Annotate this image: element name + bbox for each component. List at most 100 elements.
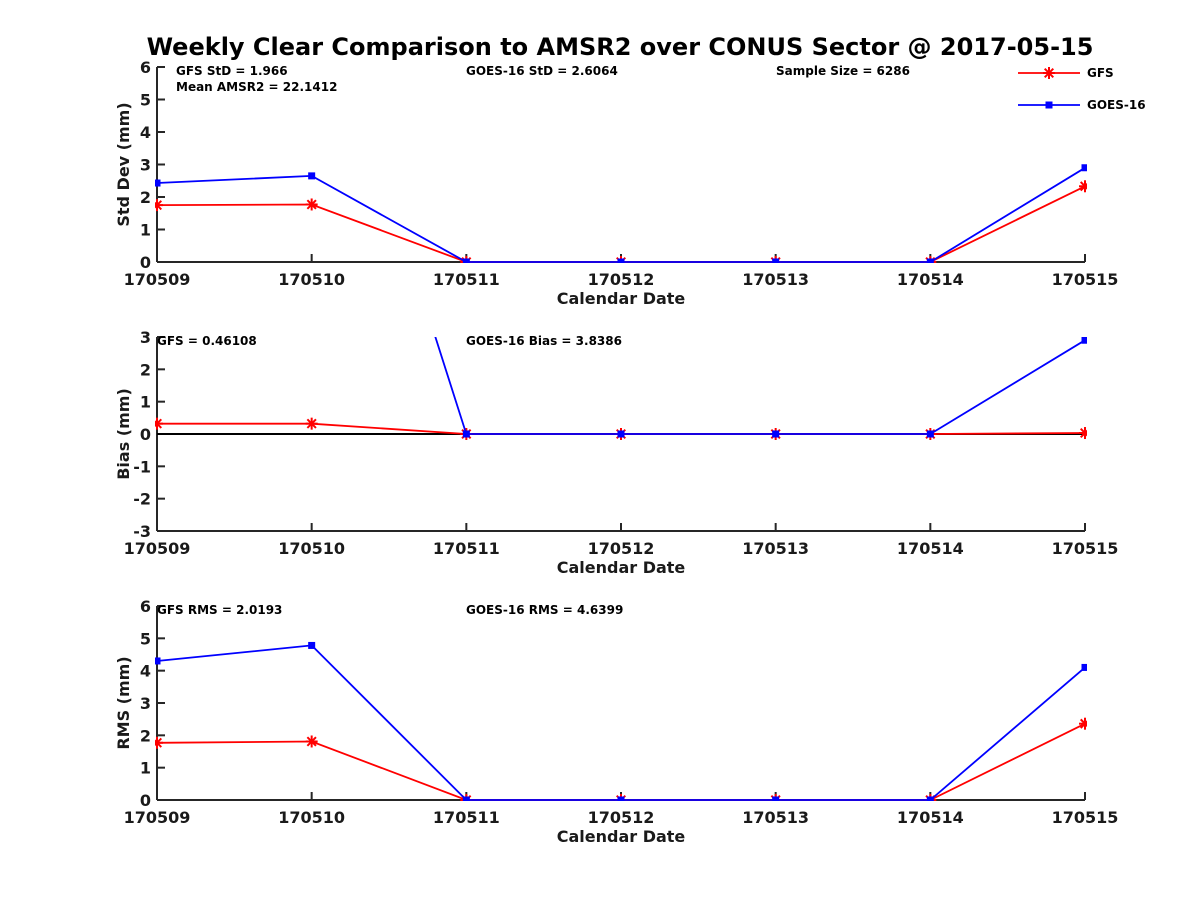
data-point [462,258,470,263]
data-point [926,796,934,801]
x-tick-label: 170511 [433,808,500,827]
x-tick-label: 170513 [742,808,809,827]
stat-annotation: GOES-16 RMS = 4.6399 [466,603,623,617]
data-point [1079,180,1087,193]
panels: 0 1 2 3 4 5 6 170509 170510 170511 170512 170513 170… [114,58,1119,846]
x-tick-label: 170511 [433,270,500,289]
y-tick-label: 5 [140,629,151,648]
series-line [434,337,1086,435]
series-goes-16 [155,164,1087,263]
x-tick-label: 170514 [897,539,964,558]
y-tick-label: 4 [140,662,151,681]
y-tick-label: 2 [140,188,151,207]
data-point [617,258,625,263]
data-point [926,258,934,263]
data-point [1079,427,1087,440]
y-tick-label: 2 [140,360,151,379]
panel-3: 0 1 2 3 4 5 6 170509 170510 170511 170512 170513 170… [114,597,1118,846]
x-tick-label: 170514 [897,808,964,827]
stat-annotation: Mean AMSR2 = 22.1412 [176,80,337,94]
y-tick-label: 6 [140,58,151,77]
y-axis-label: RMS (mm) [114,656,133,749]
data-point [462,430,470,438]
stat-annotation: GFS StD = 1.966 [176,64,288,78]
x-tick-label: 170512 [588,808,655,827]
data-point [772,258,780,263]
legend-item-gfs: GFS [1018,66,1114,80]
x-tick-label: 170513 [742,539,809,558]
x-tick-label: 170514 [897,270,964,289]
series-line [156,722,1086,801]
data-point [308,641,316,649]
x-axis-label: Calendar Date [557,289,686,308]
x-tick-label: 170510 [278,270,345,289]
y-tick-label: 2 [140,726,151,745]
x-tick-label: 170511 [433,539,500,558]
y-axis-label: Bias (mm) [114,388,133,480]
x-tick-label: 170509 [124,539,191,558]
x-tick-label: 170512 [588,539,655,558]
legend: GFS GOES-16 [1018,66,1146,112]
data-point [772,430,780,438]
x-tick-label: 170509 [124,270,191,289]
x-axis-label: Calendar Date [557,558,686,577]
x-axis-label: Calendar Date [557,827,686,846]
series-line [156,167,1086,263]
data-point [305,198,318,211]
legend-marker [1043,67,1055,79]
y-tick-label: 1 [140,393,151,412]
y-tick-label: 6 [140,597,151,616]
x-tick-label: 170510 [278,808,345,827]
data-point [462,796,470,801]
series-goes-16 [155,641,1087,801]
data-point [772,796,780,801]
panel-2: -3 -2 -1 0 1 2 3 170509 170510 170511 170512 170513… [114,328,1119,577]
x-tick-label: 170510 [278,539,345,558]
y-tick-label: 0 [140,253,151,272]
data-point [305,417,318,430]
y-tick-label: -3 [133,522,151,541]
stat-annotation: GOES-16 Bias = 3.8386 [466,334,622,348]
x-tick-label: 170515 [1052,808,1119,827]
y-tick-label: -1 [133,457,151,476]
data-point [617,796,625,801]
legend-marker [1045,101,1053,109]
data-point [155,199,163,212]
data-point [155,736,163,749]
chart-title: Weekly Clear Comparison to AMSR2 over CO… [147,33,1094,61]
legend-label: GOES-16 [1087,98,1146,112]
stat-annotation: GOES-16 StD = 2.6064 [466,64,618,78]
data-point [1081,164,1087,172]
x-tick-label: 170509 [124,808,191,827]
panel-1: 0 1 2 3 4 5 6 170509 170510 170511 170512 170513 170… [114,58,1118,308]
data-point [1079,717,1087,730]
data-point [1081,337,1087,344]
data-point [1081,663,1087,671]
data-point [308,172,316,180]
data-point [926,430,934,438]
stat-annotation: Sample Size = 6286 [776,64,910,78]
data-point [155,657,161,665]
series-goes-16 [434,337,1087,438]
series-line [156,644,1086,801]
legend-item-goes-16: GOES-16 [1018,98,1146,112]
y-tick-label: 3 [140,156,151,175]
x-tick-label: 170515 [1052,539,1119,558]
y-tick-label: 0 [140,791,151,810]
x-tick-label: 170512 [588,270,655,289]
stat-annotation: GFS = 0.46108 [157,334,257,348]
y-tick-label: -2 [133,490,151,509]
y-tick-label: 3 [140,694,151,713]
data-point [155,179,161,187]
x-tick-label: 170515 [1052,270,1119,289]
legend-label: GFS [1087,66,1114,80]
series-line [156,185,1086,263]
y-tick-label: 3 [140,328,151,347]
data-point [305,735,318,748]
y-tick-label: 1 [140,759,151,778]
y-axis-label: Std Dev (mm) [114,102,133,226]
stat-annotation: GFS RMS = 2.0193 [157,603,282,617]
y-tick-label: 4 [140,123,151,142]
x-tick-label: 170513 [742,270,809,289]
